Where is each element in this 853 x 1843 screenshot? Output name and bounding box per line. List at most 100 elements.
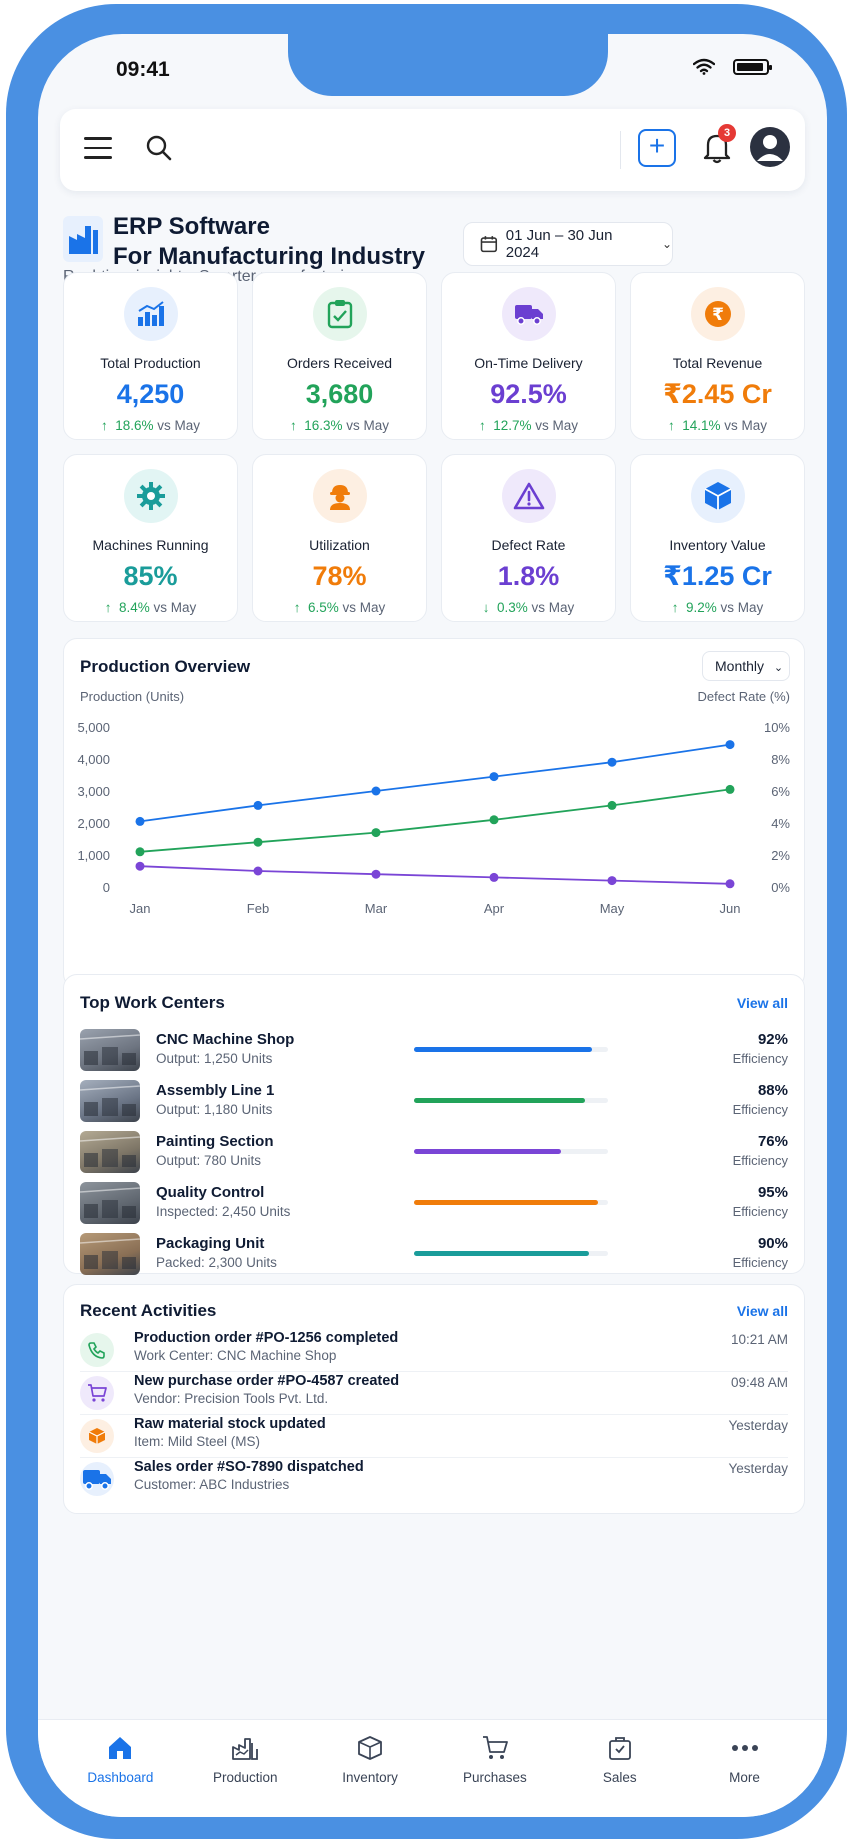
nav-item-dashboard[interactable]: Dashboard [58, 1720, 183, 1817]
add-button[interactable]: + [638, 129, 676, 167]
work-center-row[interactable]: Packaging Unit Packed: 2,300 Units 90% E… [80, 1231, 788, 1277]
activity-detail: Customer: ABC Industries [134, 1477, 290, 1492]
efficiency-bar [414, 1200, 608, 1205]
activity-row[interactable]: Production order #PO-1256 completed Work… [80, 1329, 788, 1372]
bottom-navigation: Dashboard Production Inventory Purchases Sal… [38, 1719, 827, 1817]
kpi-delta: ↑ 12.7% vs May [478, 418, 579, 433]
kpi-label: Defect Rate [491, 537, 566, 553]
y-tick-label-right: 2% [771, 848, 790, 863]
trend-up-icon: ↑ [671, 600, 679, 615]
kpi-card[interactable]: Defect Rate 1.8% ↓ 0.3% vs May [441, 454, 616, 622]
y-tick-label-left: 4,000 [77, 752, 110, 767]
work-center-output: Output: 1,250 Units [156, 1051, 273, 1066]
trend-up-icon: ↑ [667, 418, 675, 433]
series-line [139, 743, 731, 823]
card-title: Production Overview [80, 657, 251, 676]
period-select-value: Monthly [715, 658, 765, 674]
x-tick-label: Jun [720, 901, 741, 916]
data-point [725, 784, 735, 794]
toolbar-divider [620, 131, 621, 169]
trend-up-icon: ↑ [100, 418, 108, 433]
nav-label: Production [212, 1770, 278, 1785]
activity-row[interactable]: Raw material stock updated Item: Mild St… [80, 1415, 788, 1458]
kpi-card[interactable]: Inventory Value ₹1.25 Cr ↑ 9.2% vs May [630, 454, 805, 622]
work-center-row[interactable]: Assembly Line 1 Output: 1,180 Units 88% … [80, 1078, 788, 1124]
activity-row[interactable]: Sales order #SO-7890 dispatched Customer… [80, 1458, 788, 1501]
work-center-name: Packaging Unit [156, 1235, 265, 1252]
right-axis-label: Defect Rate (%) [698, 689, 790, 704]
nav-item-more[interactable]: More [682, 1720, 807, 1817]
cube-icon [308, 1732, 433, 1764]
x-tick-label: Apr [484, 901, 505, 916]
kpi-card[interactable]: ₹ Total Revenue ₹2.45 Cr ↑ 14.1% vs May [630, 272, 805, 440]
cart-icon [432, 1732, 557, 1764]
kpi-card[interactable]: Machines Running 85% ↑ 8.4% vs May [63, 454, 238, 622]
y-tick-label-left: 0 [103, 880, 110, 895]
work-center-thumbnail [80, 1029, 140, 1071]
kpi-value: 85% [123, 561, 178, 591]
view-all-link[interactable]: View all [736, 995, 788, 1011]
trend-up-icon: ↑ [104, 600, 112, 615]
kpi-card[interactable]: Utilization 78% ↑ 6.5% vs May [252, 454, 427, 622]
app-screen: 09:41 + 3 [38, 34, 827, 1817]
data-point [607, 800, 617, 810]
card-title: Top Work Centers [80, 993, 225, 1012]
kpi-card[interactable]: Total Production 4,250 ↑ 18.6% vs May [63, 272, 238, 440]
worker-icon [312, 469, 367, 523]
efficiency-label: Efficiency [732, 1051, 788, 1066]
nav-item-production[interactable]: Production [183, 1720, 308, 1817]
kpi-value: 3,680 [305, 379, 374, 409]
series-line [139, 865, 731, 885]
activity-row[interactable]: New purchase order #PO-4587 created Vend… [80, 1372, 788, 1415]
kpi-delta: ↑ 9.2% vs May [671, 600, 764, 615]
data-point [607, 876, 617, 886]
work-center-name: Painting Section [156, 1133, 274, 1150]
work-center-output: Packed: 2,300 Units [156, 1255, 277, 1270]
period-select[interactable]: Monthly ⌄ [702, 651, 790, 681]
box-icon [80, 1419, 114, 1453]
nav-item-sales[interactable]: Sales [557, 1720, 682, 1817]
data-point [135, 861, 145, 871]
efficiency-bar [414, 1098, 608, 1103]
activity-title: Production order #PO-1256 completed [134, 1330, 399, 1346]
efficiency-value: 76% [757, 1133, 788, 1150]
hamburger-menu-icon[interactable] [84, 137, 112, 159]
kpi-card[interactable]: On-Time Delivery 92.5% ↑ 12.7% vs May [441, 272, 616, 440]
svg-text:₹: ₹ [712, 305, 724, 325]
efficiency-label: Efficiency [732, 1204, 788, 1219]
work-center-row[interactable]: Quality Control Inspected: 2,450 Units 9… [80, 1180, 788, 1226]
data-point [725, 879, 735, 889]
nav-label: Inventory [342, 1770, 398, 1785]
trend-up-icon: ↑ [293, 600, 301, 615]
nav-item-purchases[interactable]: Purchases [432, 1720, 557, 1817]
work-center-row[interactable]: Painting Section Output: 780 Units 76% E… [80, 1129, 788, 1175]
calendar-icon [480, 236, 498, 253]
efficiency-label: Efficiency [732, 1102, 788, 1117]
bar-chart-icon [123, 287, 178, 341]
efficiency-bar-fill [414, 1200, 599, 1205]
avatar[interactable] [750, 127, 790, 167]
work-center-output: Inspected: 2,450 Units [156, 1204, 291, 1219]
kpi-label: Utilization [309, 537, 370, 553]
chevron-down-icon: ⌄ [773, 662, 784, 674]
kpi-delta: ↓ 0.3% vs May [482, 600, 575, 615]
work-center-name: Assembly Line 1 [156, 1082, 275, 1099]
data-point [489, 815, 499, 825]
truck-icon [501, 287, 556, 341]
search-icon[interactable] [144, 133, 174, 163]
wifi-icon [693, 58, 715, 75]
view-all-link[interactable]: View all [736, 1303, 788, 1319]
y-tick-label-right: 0% [771, 880, 790, 895]
cube-icon [690, 469, 745, 523]
work-center-row[interactable]: CNC Machine Shop Output: 1,250 Units 92%… [80, 1027, 788, 1073]
date-range-picker[interactable]: 01 Jun – 30 Jun 2024 ⌄ [463, 222, 673, 266]
data-point [253, 800, 263, 810]
kpi-card[interactable]: Orders Received 3,680 ↑ 16.3% vs May [252, 272, 427, 440]
factory-icon [183, 1732, 308, 1764]
production-line-chart: Production (Units) Defect Rate (%) 5,000 4,… [77, 689, 790, 916]
x-tick-label: Feb [247, 901, 269, 916]
date-range-label: 01 Jun – 30 Jun 2024 [505, 227, 613, 261]
y-tick-label-left: 3,000 [77, 784, 110, 799]
nav-item-inventory[interactable]: Inventory [308, 1720, 433, 1817]
efficiency-value: 88% [757, 1082, 788, 1099]
